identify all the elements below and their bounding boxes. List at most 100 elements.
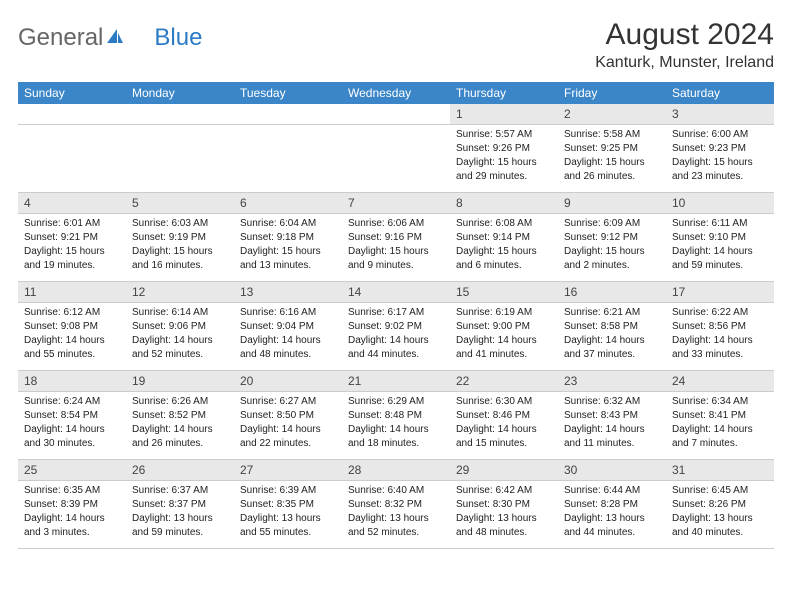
month-title: August 2024 (595, 18, 774, 52)
sunset-text: Sunset: 8:54 PM (24, 409, 120, 423)
weekday-header: Saturday (666, 82, 774, 104)
daylight-text: Daylight: 14 hours and 33 minutes. (672, 334, 768, 362)
daylight-text: Daylight: 15 hours and 26 minutes. (564, 156, 660, 184)
day-data-cell (18, 125, 126, 193)
sunset-text: Sunset: 8:46 PM (456, 409, 552, 423)
day-number-cell: 3 (666, 104, 774, 125)
weekday-header: Sunday (18, 82, 126, 104)
daylight-text: Daylight: 14 hours and 44 minutes. (348, 334, 444, 362)
daylight-text: Daylight: 15 hours and 9 minutes. (348, 245, 444, 273)
sunset-text: Sunset: 8:48 PM (348, 409, 444, 423)
sunset-text: Sunset: 9:26 PM (456, 142, 552, 156)
day-number-cell: 7 (342, 193, 450, 214)
sunrise-text: Sunrise: 6:01 AM (24, 217, 120, 231)
day-number-cell: 17 (666, 282, 774, 303)
day-number-cell: 2 (558, 104, 666, 125)
day-number-cell: 13 (234, 282, 342, 303)
sunset-text: Sunset: 8:32 PM (348, 498, 444, 512)
daylight-text: Daylight: 13 hours and 48 minutes. (456, 512, 552, 540)
sunset-text: Sunset: 8:35 PM (240, 498, 336, 512)
sunset-text: Sunset: 8:39 PM (24, 498, 120, 512)
sunset-text: Sunset: 8:50 PM (240, 409, 336, 423)
daylight-text: Daylight: 14 hours and 22 minutes. (240, 423, 336, 451)
weekday-header: Friday (558, 82, 666, 104)
daylight-text: Daylight: 15 hours and 23 minutes. (672, 156, 768, 184)
sunrise-text: Sunrise: 6:08 AM (456, 217, 552, 231)
day-number-cell: 26 (126, 460, 234, 481)
day-data-cell: Sunrise: 5:58 AMSunset: 9:25 PMDaylight:… (558, 125, 666, 193)
day-data-cell: Sunrise: 6:21 AMSunset: 8:58 PMDaylight:… (558, 303, 666, 371)
daylight-text: Daylight: 14 hours and 7 minutes. (672, 423, 768, 451)
day-number-cell: 27 (234, 460, 342, 481)
day-data-cell: Sunrise: 6:12 AMSunset: 9:08 PMDaylight:… (18, 303, 126, 371)
sunrise-text: Sunrise: 6:16 AM (240, 306, 336, 320)
sunrise-text: Sunrise: 6:17 AM (348, 306, 444, 320)
sunrise-text: Sunrise: 6:42 AM (456, 484, 552, 498)
day-data-cell (126, 125, 234, 193)
day-data-cell: Sunrise: 6:24 AMSunset: 8:54 PMDaylight:… (18, 392, 126, 460)
sunrise-text: Sunrise: 6:27 AM (240, 395, 336, 409)
daylight-text: Daylight: 14 hours and 55 minutes. (24, 334, 120, 362)
daylight-text: Daylight: 15 hours and 19 minutes. (24, 245, 120, 273)
sunrise-text: Sunrise: 6:06 AM (348, 217, 444, 231)
sunrise-text: Sunrise: 6:40 AM (348, 484, 444, 498)
daylight-text: Daylight: 14 hours and 26 minutes. (132, 423, 228, 451)
day-data-cell: Sunrise: 6:01 AMSunset: 9:21 PMDaylight:… (18, 214, 126, 282)
sunset-text: Sunset: 9:08 PM (24, 320, 120, 334)
sunset-text: Sunset: 9:18 PM (240, 231, 336, 245)
day-number-cell: 6 (234, 193, 342, 214)
day-data-cell: Sunrise: 6:08 AMSunset: 9:14 PMDaylight:… (450, 214, 558, 282)
daylight-text: Daylight: 13 hours and 40 minutes. (672, 512, 768, 540)
day-number-cell: 15 (450, 282, 558, 303)
sunrise-text: Sunrise: 6:44 AM (564, 484, 660, 498)
sunrise-text: Sunrise: 6:21 AM (564, 306, 660, 320)
sunset-text: Sunset: 9:12 PM (564, 231, 660, 245)
day-number-cell: 10 (666, 193, 774, 214)
day-data-cell: Sunrise: 6:40 AMSunset: 8:32 PMDaylight:… (342, 481, 450, 549)
sunrise-text: Sunrise: 6:26 AM (132, 395, 228, 409)
day-data-cell: Sunrise: 6:39 AMSunset: 8:35 PMDaylight:… (234, 481, 342, 549)
weekday-header: Tuesday (234, 82, 342, 104)
day-data-cell: Sunrise: 6:27 AMSunset: 8:50 PMDaylight:… (234, 392, 342, 460)
sunrise-text: Sunrise: 6:32 AM (564, 395, 660, 409)
sunrise-text: Sunrise: 6:45 AM (672, 484, 768, 498)
day-data-cell: Sunrise: 6:16 AMSunset: 9:04 PMDaylight:… (234, 303, 342, 371)
day-number-row: 11121314151617 (18, 282, 774, 303)
day-data-row: Sunrise: 6:01 AMSunset: 9:21 PMDaylight:… (18, 214, 774, 282)
day-number-cell: 8 (450, 193, 558, 214)
day-number-cell: 14 (342, 282, 450, 303)
sunrise-text: Sunrise: 6:39 AM (240, 484, 336, 498)
sunset-text: Sunset: 9:23 PM (672, 142, 768, 156)
sunset-text: Sunset: 9:16 PM (348, 231, 444, 245)
daylight-text: Daylight: 15 hours and 29 minutes. (456, 156, 552, 184)
sunrise-text: Sunrise: 6:34 AM (672, 395, 768, 409)
day-data-row: Sunrise: 5:57 AMSunset: 9:26 PMDaylight:… (18, 125, 774, 193)
brand-logo: General Blue (18, 18, 202, 52)
sunset-text: Sunset: 8:26 PM (672, 498, 768, 512)
day-number-cell: 21 (342, 371, 450, 392)
day-data-row: Sunrise: 6:12 AMSunset: 9:08 PMDaylight:… (18, 303, 774, 371)
day-data-cell: Sunrise: 6:19 AMSunset: 9:00 PMDaylight:… (450, 303, 558, 371)
daylight-text: Daylight: 15 hours and 13 minutes. (240, 245, 336, 273)
daylight-text: Daylight: 14 hours and 41 minutes. (456, 334, 552, 362)
day-data-cell: Sunrise: 6:03 AMSunset: 9:19 PMDaylight:… (126, 214, 234, 282)
weekday-header: Monday (126, 82, 234, 104)
sunrise-text: Sunrise: 5:57 AM (456, 128, 552, 142)
day-data-cell: Sunrise: 6:30 AMSunset: 8:46 PMDaylight:… (450, 392, 558, 460)
sunset-text: Sunset: 9:04 PM (240, 320, 336, 334)
daylight-text: Daylight: 14 hours and 30 minutes. (24, 423, 120, 451)
daylight-text: Daylight: 14 hours and 37 minutes. (564, 334, 660, 362)
daylight-text: Daylight: 14 hours and 48 minutes. (240, 334, 336, 362)
sunset-text: Sunset: 9:02 PM (348, 320, 444, 334)
day-number-row: 18192021222324 (18, 371, 774, 392)
day-data-cell: Sunrise: 6:06 AMSunset: 9:16 PMDaylight:… (342, 214, 450, 282)
daylight-text: Daylight: 13 hours and 59 minutes. (132, 512, 228, 540)
sunrise-text: Sunrise: 6:03 AM (132, 217, 228, 231)
day-data-cell: Sunrise: 6:14 AMSunset: 9:06 PMDaylight:… (126, 303, 234, 371)
day-number-cell (126, 104, 234, 125)
sunset-text: Sunset: 8:41 PM (672, 409, 768, 423)
sunset-text: Sunset: 8:43 PM (564, 409, 660, 423)
day-data-row: Sunrise: 6:35 AMSunset: 8:39 PMDaylight:… (18, 481, 774, 549)
sunrise-text: Sunrise: 5:58 AM (564, 128, 660, 142)
day-number-cell (234, 104, 342, 125)
